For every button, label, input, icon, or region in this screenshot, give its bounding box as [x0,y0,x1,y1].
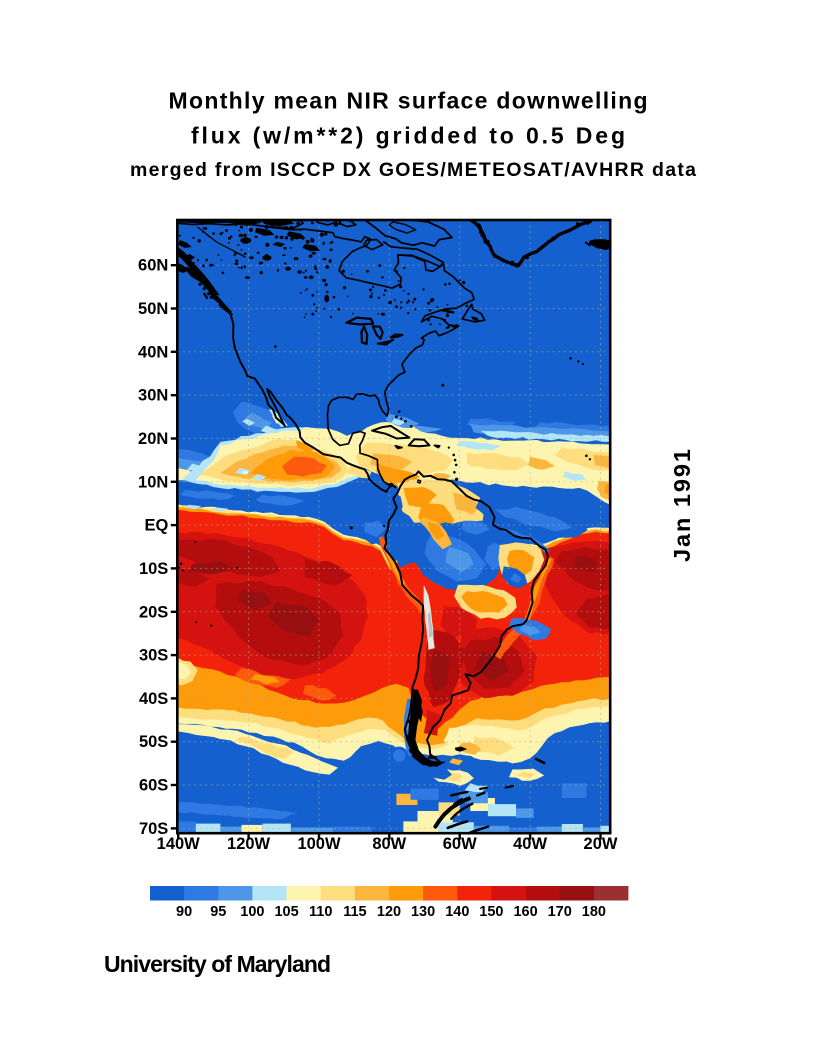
svg-text:140: 140 [445,904,469,920]
svg-text:flux (w/m**2) gridded to 0.5 D: flux (w/m**2) gridded to 0.5 Deg [191,123,625,149]
svg-text:10S: 10S [139,560,168,578]
svg-text:20S: 20S [139,603,168,621]
svg-text:180: 180 [582,904,606,920]
svg-text:105: 105 [274,904,298,920]
svg-text:40S: 40S [139,690,168,708]
svg-text:140W: 140W [157,835,201,853]
svg-text:Jan 1991: Jan 1991 [669,448,695,562]
svg-text:100: 100 [240,904,264,920]
svg-text:120W: 120W [227,835,271,853]
svg-text:50N: 50N [138,300,168,318]
svg-text:70S: 70S [139,820,168,838]
svg-text:160: 160 [513,904,537,920]
svg-text:90: 90 [176,904,192,920]
svg-text:60W: 60W [443,835,477,853]
svg-text:40N: 40N [138,343,168,361]
svg-text:60S: 60S [139,777,168,795]
svg-text:115: 115 [343,904,366,920]
svg-text:30S: 30S [139,647,168,665]
svg-text:50S: 50S [139,733,168,751]
svg-text:95: 95 [210,904,226,920]
svg-text:110: 110 [309,904,332,920]
svg-text:60N: 60N [138,257,168,275]
svg-text:150: 150 [479,904,503,920]
svg-text:Monthly mean NIR surface downw: Monthly mean NIR surface downwelling [169,88,648,114]
svg-text:merged from ISCCP DX GOES/METE: merged from ISCCP DX GOES/METEOSAT/AVHRR… [130,159,696,181]
svg-text:130: 130 [411,904,435,920]
svg-text:20N: 20N [138,430,168,448]
svg-text:80W: 80W [372,835,406,853]
svg-text:10N: 10N [138,473,168,491]
svg-text:40W: 40W [513,835,547,853]
svg-text:20W: 20W [584,835,618,853]
svg-text:30N: 30N [138,387,168,405]
svg-text:120: 120 [377,904,401,920]
svg-text:170: 170 [548,904,572,920]
svg-text:University of Maryland: University of Maryland [104,951,331,977]
svg-text:EQ: EQ [144,517,168,535]
svg-text:100W: 100W [297,835,341,853]
